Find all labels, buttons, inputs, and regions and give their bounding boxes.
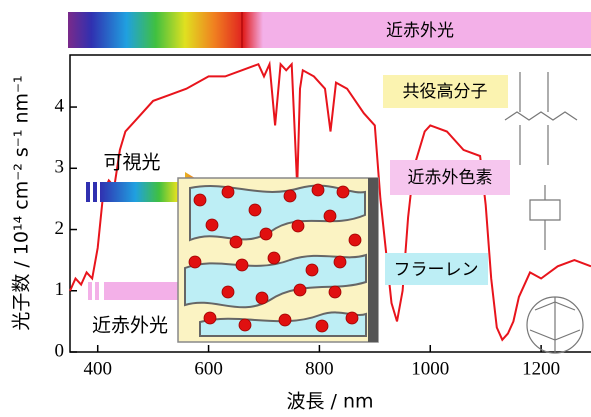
y-tick-label: 4 [55, 95, 65, 116]
x-tick-label: 1000 [411, 358, 449, 379]
fullerene-label: フラーレン [394, 260, 479, 280]
y-tick-label: 3 [55, 157, 65, 178]
x-tick-label: 600 [194, 358, 223, 379]
y-axis-label: 光子数 / 10¹⁴ cm⁻² s⁻¹ nm⁻¹ [11, 75, 33, 330]
x-tick-label: 400 [83, 358, 112, 379]
nir-label: 近赤外光 [92, 315, 168, 337]
y-tick-label: 2 [55, 218, 65, 239]
visible-label: 可視光 [103, 152, 160, 174]
x-axis-label: 波長 / nm [286, 391, 373, 413]
y-tick-label: 0 [55, 340, 65, 361]
band-label: 近赤外光 [386, 21, 454, 41]
x-tick-label: 800 [305, 358, 334, 379]
chart: 近赤外光 0 1 2 3 4 400 600 800 1000 1200 波長 / nm 光子数 … [0, 0, 591, 417]
polymer-label: 共役高分子 [403, 82, 488, 102]
device-diagram [178, 178, 378, 342]
dye-label: 近赤外色素 [408, 168, 493, 188]
visible-band [68, 12, 263, 48]
y-tick-label: 1 [55, 279, 65, 300]
x-tick-label: 1200 [522, 358, 560, 379]
